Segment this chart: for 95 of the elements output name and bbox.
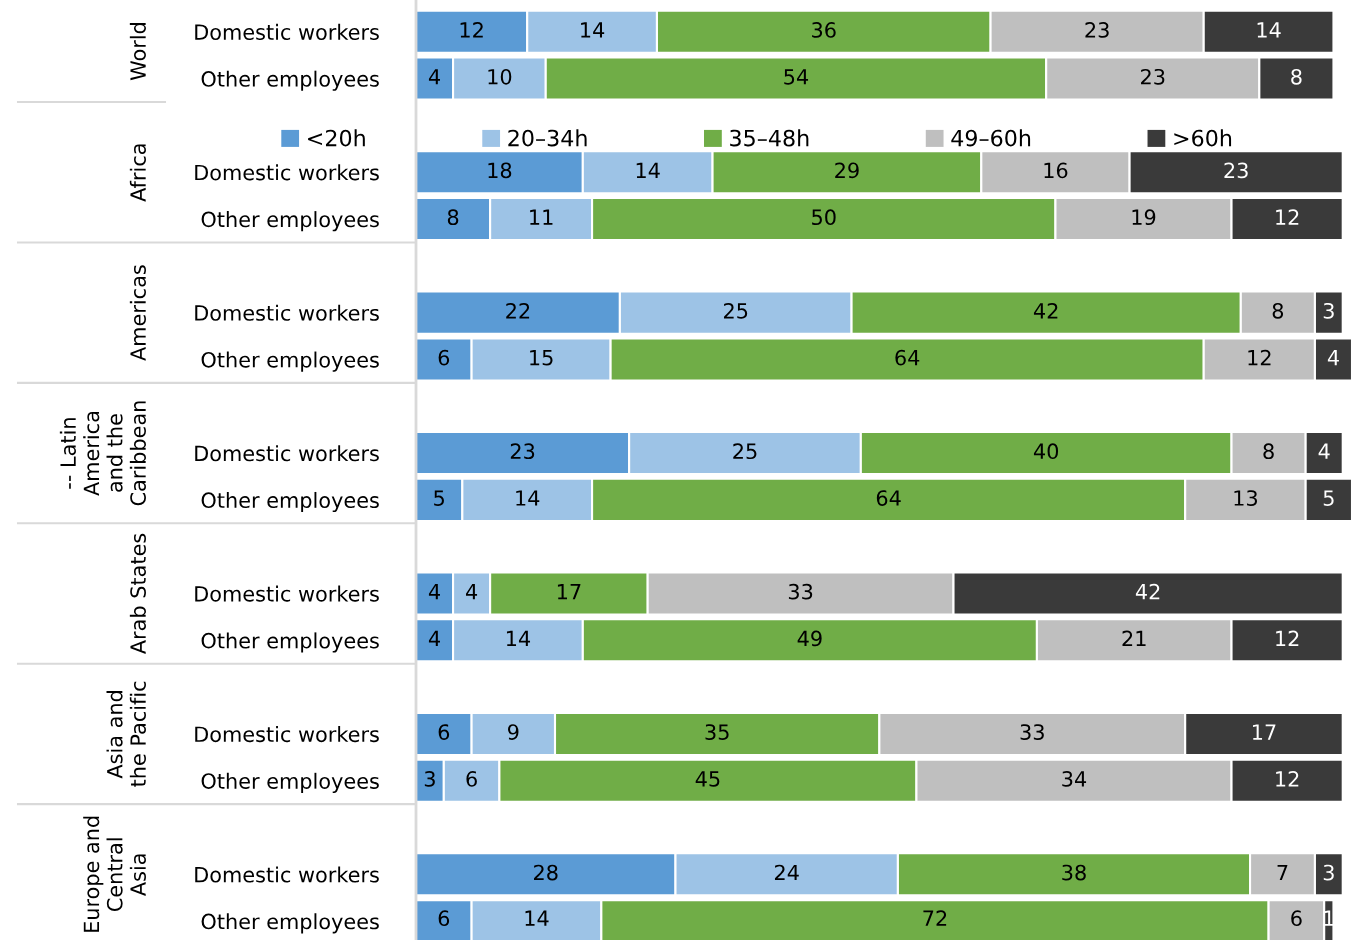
- data-label: 5: [1323, 490, 1334, 506]
- data-label: 25: [733, 443, 757, 460]
- data-label: 6: [438, 910, 450, 927]
- y-tick-label: Other employees: [201, 491, 379, 513]
- data-label: 4: [1327, 350, 1339, 366]
- data-label: 54: [784, 69, 809, 85]
- data-label: 25: [723, 302, 748, 319]
- data-label: 14: [506, 630, 531, 647]
- data-label: 19: [1132, 209, 1156, 226]
- data-label: 6: [1291, 910, 1302, 927]
- data-label: 24: [774, 864, 799, 881]
- y-tick-label: Other employees: [201, 70, 379, 91]
- data-label: 8: [1272, 302, 1284, 319]
- y-tick-label: Domestic workers: [195, 866, 379, 883]
- data-label: 3: [1323, 864, 1334, 881]
- data-label: 72: [923, 910, 947, 926]
- data-label: 49: [797, 630, 822, 647]
- y-tick-label: Other employees: [201, 211, 379, 232]
- data-label: 64: [876, 490, 901, 506]
- text: World: [129, 23, 146, 81]
- data-label: 33: [788, 583, 813, 600]
- text: Arab States: [129, 533, 146, 655]
- data-label: 10: [488, 68, 512, 85]
- y-tick-label: Other employees: [201, 632, 379, 653]
- data-label: 21: [1122, 630, 1146, 647]
- data-label: 22: [506, 302, 530, 319]
- text: Europe and Central Asia: [83, 816, 146, 932]
- data-label: 14: [525, 910, 549, 926]
- data-label: 12: [460, 22, 483, 38]
- data-label: 12: [1276, 771, 1299, 787]
- data-label: 4: [428, 69, 440, 85]
- y-tick-label: Other employees: [201, 913, 379, 934]
- data-label: 6: [438, 724, 450, 740]
- data-label: 33: [1020, 724, 1044, 740]
- y-tick-label: Domestic workers: [195, 304, 379, 321]
- y-tick-label: Domestic workers: [195, 164, 379, 181]
- data-label: 42: [1135, 583, 1160, 600]
- data-label: 50: [812, 209, 836, 226]
- data-label: 4: [428, 630, 440, 647]
- data-label: 8: [1291, 68, 1302, 85]
- y-tick-label: Domestic workers: [195, 585, 379, 602]
- legend-label: <20h: [308, 129, 365, 147]
- legend-label: >60h: [1174, 129, 1232, 147]
- text: Americas: [129, 265, 146, 361]
- data-label: 14: [1257, 22, 1281, 38]
- data-label: 3: [424, 771, 435, 787]
- y-tick-label: Other employees: [201, 772, 379, 793]
- data-label: 36: [812, 22, 836, 38]
- text: Asia and the Pacific: [106, 681, 146, 787]
- data-label: 6: [438, 349, 450, 366]
- data-label: 4: [428, 584, 440, 600]
- data-label: 23: [1085, 22, 1109, 38]
- data-label: 12: [1248, 349, 1271, 366]
- data-label: 40: [1033, 443, 1059, 460]
- data-label: 16: [1044, 162, 1068, 179]
- data-label: 14: [516, 490, 540, 506]
- data-label: 34: [1062, 771, 1087, 787]
- data-label: 13: [1234, 490, 1258, 506]
- data-label: 14: [581, 22, 605, 38]
- data-label: 3: [1323, 302, 1334, 319]
- legend-label: 49–60h: [951, 129, 1031, 147]
- data-label: 12: [1276, 209, 1299, 225]
- data-label: 14: [636, 162, 660, 178]
- data-label: 28: [534, 864, 558, 881]
- data-label: 23: [1141, 68, 1165, 85]
- data-label: 4: [466, 584, 478, 600]
- data-label: 7: [1277, 864, 1288, 881]
- data-label: 35: [705, 724, 729, 740]
- data-label: 15: [530, 350, 553, 366]
- data-label: 5: [434, 490, 444, 506]
- data-label: 8: [1263, 443, 1274, 460]
- text: -- Latin America and the Caribbean: [59, 401, 146, 506]
- data-label: 9: [507, 724, 519, 740]
- y-tick-label: Other employees: [201, 351, 379, 372]
- text: Africa: [129, 144, 146, 202]
- data-label: 17: [557, 584, 581, 600]
- data-label: 17: [1252, 724, 1276, 740]
- legend-label: 35–48h: [730, 129, 809, 147]
- data-label: 42: [1033, 302, 1058, 319]
- data-label: 29: [835, 162, 859, 179]
- y-tick-label: Domestic workers: [195, 23, 379, 40]
- data-label: 23: [1224, 162, 1248, 179]
- y-tick-label: Domestic workers: [195, 445, 379, 462]
- data-label: 64: [895, 349, 920, 366]
- legend-label: 20–34h: [508, 129, 587, 147]
- data-label: 8: [447, 209, 459, 226]
- data-label: 38: [1062, 864, 1086, 881]
- y-tick-label: Domestic workers: [195, 726, 379, 743]
- data-label: 6: [466, 771, 477, 787]
- data-label: 12: [1276, 630, 1299, 647]
- data-label: 11: [530, 209, 553, 225]
- data-label: 45: [695, 771, 720, 787]
- data-label: 23: [510, 443, 535, 460]
- data-label: 4: [1318, 443, 1330, 459]
- data-label: 18: [488, 162, 512, 179]
